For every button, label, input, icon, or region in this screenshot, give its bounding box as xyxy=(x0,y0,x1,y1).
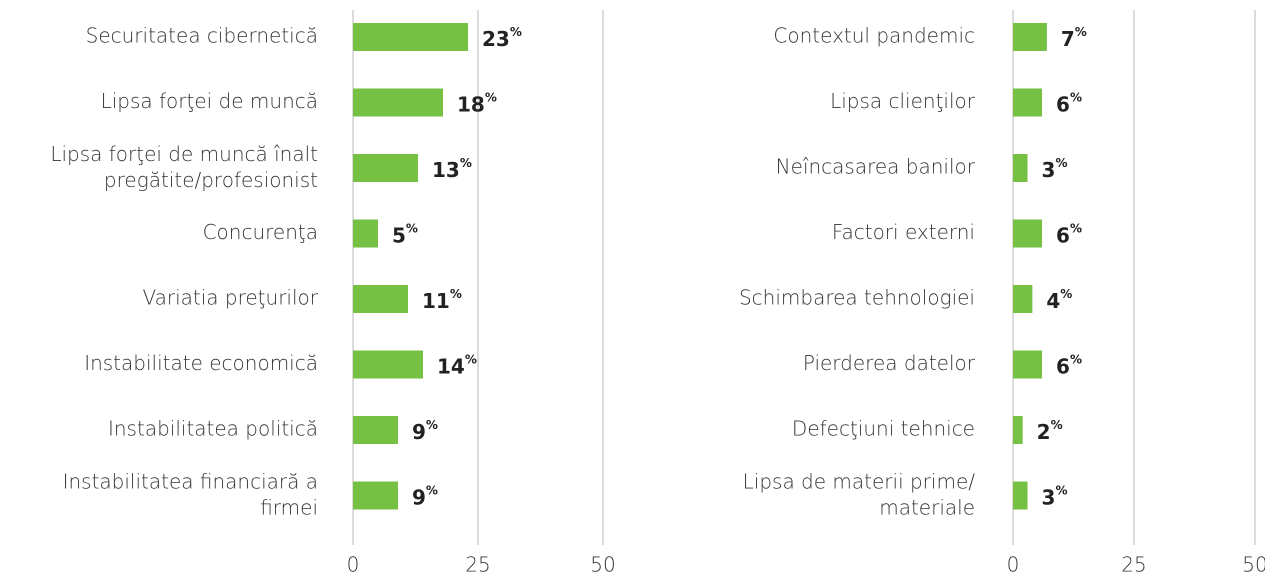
category-label: Neîncasarea banilor xyxy=(776,155,976,179)
category-label: Securitatea cibernetică xyxy=(86,24,318,48)
value-label: 3% xyxy=(1042,483,1068,509)
value-label: 6% xyxy=(1056,352,1082,378)
category-line: Lipsa forţei de muncă înalt xyxy=(50,142,318,166)
bar xyxy=(353,481,398,510)
value-label: 2% xyxy=(1037,418,1063,444)
value-label: 23% xyxy=(482,25,522,51)
bar xyxy=(1013,481,1028,510)
category-label: Concurenţa xyxy=(203,220,318,244)
bar xyxy=(353,416,398,444)
category-label: Lipsa de materii prime/materiale xyxy=(743,469,976,519)
bar xyxy=(1013,350,1043,379)
category-label: Pierderea datelor xyxy=(803,351,976,375)
category-label: Instabilitatea financiară a firmei xyxy=(63,469,318,519)
bar xyxy=(1013,154,1028,182)
x-tick-label: 50 xyxy=(590,553,615,577)
bar-chart: 0 25 50 Contextul pandemic 7% Lipsa clienţilo… xyxy=(739,10,1265,577)
category-label: Defecţiuni tehnice xyxy=(792,417,975,441)
category-label: Factori externi xyxy=(832,220,975,244)
bar xyxy=(1013,219,1043,248)
category-label: Lipsa forţei de muncă xyxy=(101,89,318,113)
bar xyxy=(1013,285,1033,313)
x-tick-label: 0 xyxy=(347,553,360,577)
category-label: Instabilitatea politică xyxy=(108,417,318,441)
x-tick-label: 0 xyxy=(1007,553,1020,577)
category-line: firmei xyxy=(260,495,318,519)
category-label: Lipsa clienţilor xyxy=(830,89,976,113)
bar xyxy=(1013,23,1047,51)
bar xyxy=(353,350,423,379)
bar xyxy=(353,285,408,313)
value-label: 6% xyxy=(1056,90,1082,116)
category-label: Variatia preţurilor xyxy=(142,286,318,310)
category-line: Instabilitatea financiară a xyxy=(63,469,318,493)
value-label: 6% xyxy=(1056,221,1082,247)
value-label: 3% xyxy=(1042,156,1068,182)
x-tick-label: 50 xyxy=(1242,553,1265,577)
value-label: 13% xyxy=(432,156,472,182)
bar xyxy=(353,154,418,182)
bar xyxy=(353,219,378,248)
bar xyxy=(1013,88,1043,117)
bar-chart: 0 25 50 Securitatea cibernetică 23% Lipsa for… xyxy=(50,10,616,577)
value-label: 18% xyxy=(457,90,497,116)
value-label: 4% xyxy=(1046,287,1072,313)
x-tick-label: 25 xyxy=(1121,553,1146,577)
category-label: Schimbarea tehnologiei xyxy=(739,286,975,310)
bar xyxy=(353,88,443,117)
value-label: 11% xyxy=(422,287,462,313)
value-label: 14% xyxy=(437,352,477,378)
x-tick-label: 25 xyxy=(465,553,490,577)
category-label: Lipsa forţei de muncă înalt pregătite/pro… xyxy=(50,142,318,192)
category-line: materiale xyxy=(879,495,975,519)
value-label: 5% xyxy=(392,221,418,247)
bar xyxy=(1013,416,1023,444)
category-line: pregătite/profesionist xyxy=(104,168,318,192)
value-label: 9% xyxy=(412,483,438,509)
category-label: Contextul pandemic xyxy=(773,24,975,48)
value-label: 7% xyxy=(1061,25,1087,51)
category-label: Instabilitate economică xyxy=(84,351,318,375)
category-line: Lipsa de materii prime/ xyxy=(743,469,976,493)
bar xyxy=(353,23,468,51)
value-label: 9% xyxy=(412,418,438,444)
